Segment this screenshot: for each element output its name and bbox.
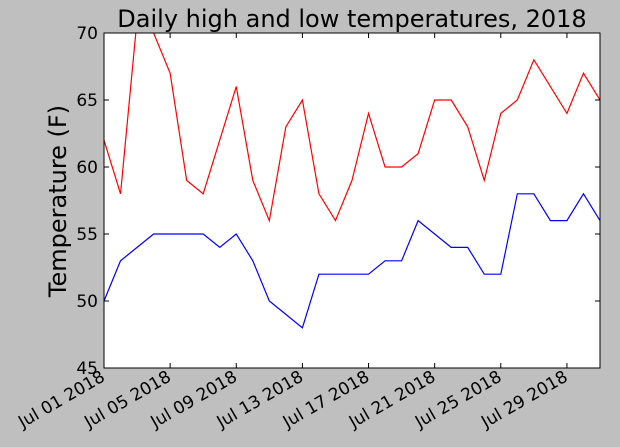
y-tick-label: 65 xyxy=(76,91,98,111)
y-tick-label: 70 xyxy=(76,24,98,44)
y-tick-label: 60 xyxy=(76,158,98,178)
chart-title: Daily high and low temperatures, 2018 xyxy=(117,5,586,33)
series-line-low xyxy=(104,192,600,329)
y-axis-label: Temperature (F) xyxy=(44,105,72,298)
y-tick-label: 45 xyxy=(76,359,98,379)
plot-area xyxy=(104,33,600,368)
plot-frame xyxy=(103,32,601,369)
y-tick-label: 55 xyxy=(76,225,98,245)
y-tick-label: 50 xyxy=(76,292,98,312)
series-line-high xyxy=(104,33,600,223)
